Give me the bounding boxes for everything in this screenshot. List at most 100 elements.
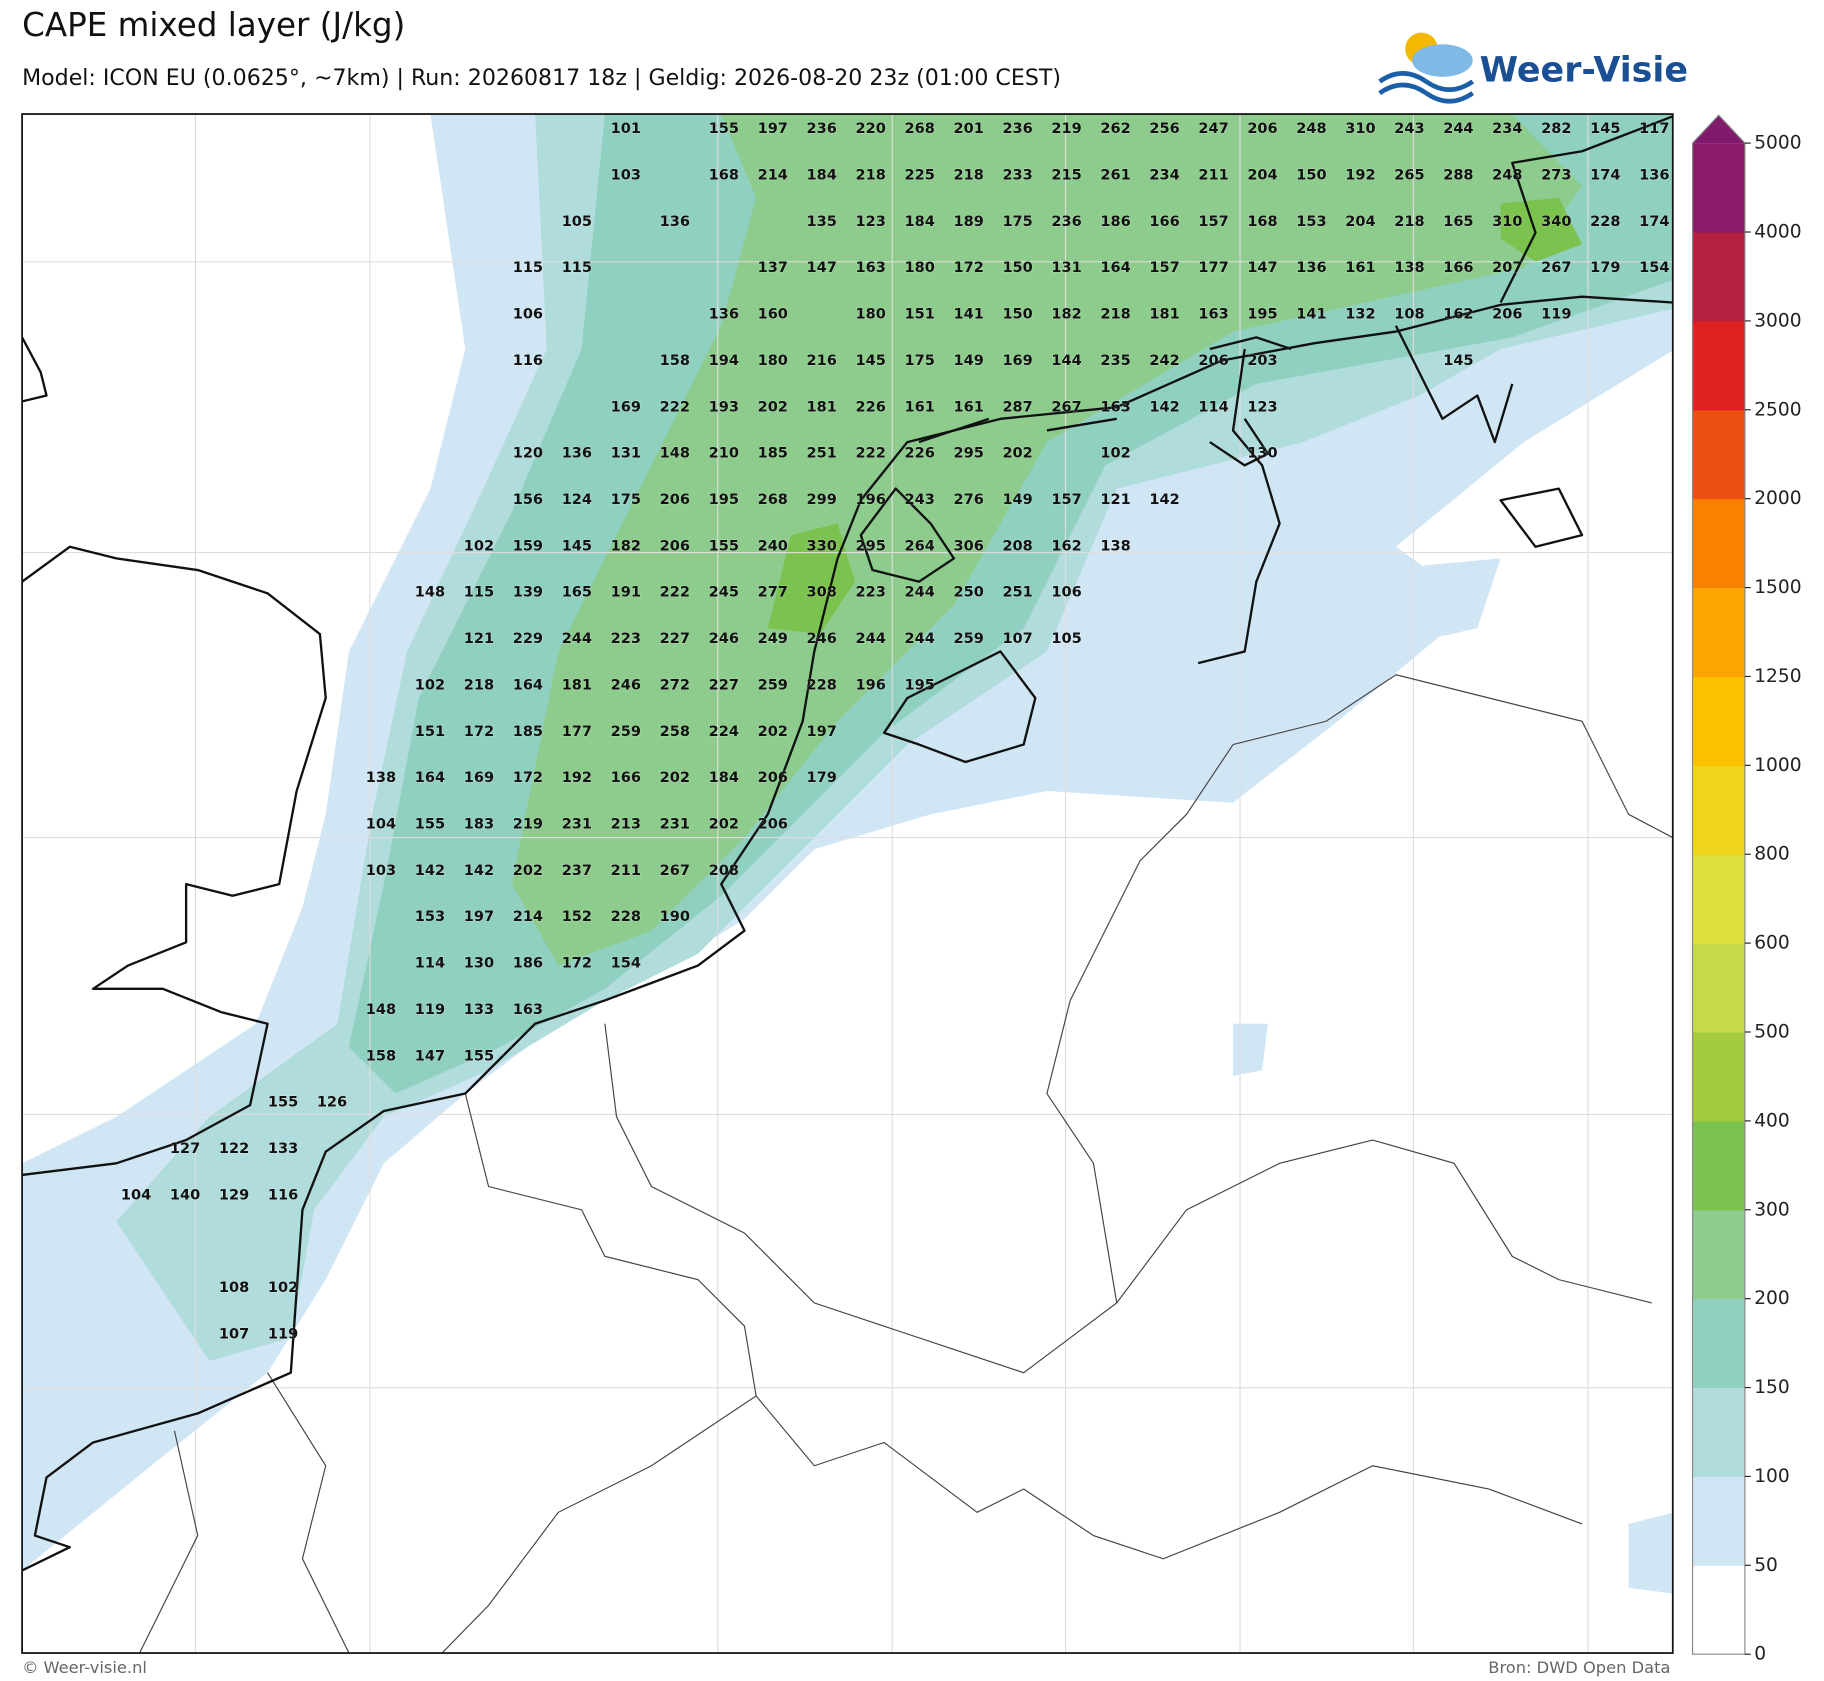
cape-value: 179 — [807, 770, 837, 786]
colorbar: 0 50 100 150 200 300 400 500 600 800 1000 1250 1500 2… — [1691, 114, 1802, 1665]
cape-value: 135 — [807, 214, 837, 230]
cape-value: 223 — [856, 585, 886, 601]
cape-value: 224 — [709, 724, 739, 740]
cape-value: 235 — [1100, 353, 1130, 369]
cape-value: 105 — [562, 214, 592, 230]
cape-value: 195 — [709, 492, 739, 508]
cape-value: 229 — [513, 631, 543, 647]
colorbar-band — [1692, 854, 1745, 944]
cape-value: 155 — [709, 538, 739, 554]
cape-value: 154 — [611, 956, 641, 972]
cape-value: 216 — [807, 353, 837, 369]
cape-value: 119 — [1541, 307, 1571, 323]
cape-value: 208 — [709, 863, 739, 879]
cape-value: 202 — [513, 863, 543, 879]
cape-value: 169 — [611, 399, 641, 415]
cape-value: 295 — [953, 446, 983, 462]
cape-value: 234 — [1492, 121, 1522, 137]
cape-value: 142 — [1149, 399, 1179, 415]
colorbar-tick-label: 4000 — [1754, 222, 1801, 243]
cape-value: 195 — [905, 677, 935, 693]
cape-value: 166 — [611, 770, 641, 786]
colorbar-tick-label: 300 — [1754, 1199, 1790, 1220]
cape-value: 163 — [513, 1002, 543, 1018]
border — [604, 744, 1234, 1374]
coastline — [22, 545, 327, 1177]
cape-value: 218 — [856, 168, 886, 184]
cape-value: 116 — [268, 1187, 298, 1203]
cape-value: 277 — [758, 585, 788, 601]
colorbar-tick-label: 400 — [1754, 1110, 1790, 1131]
cape-value: 204 — [1247, 168, 1277, 184]
cape-value: 248 — [1296, 121, 1326, 137]
cape-value: 141 — [953, 307, 983, 323]
cape-value: 147 — [415, 1048, 445, 1064]
cape-value: 166 — [1443, 260, 1473, 276]
cape-value: 185 — [513, 724, 543, 740]
cape-value: 214 — [513, 909, 543, 925]
colorbar-band — [1692, 1476, 1745, 1566]
cape-value: 157 — [1198, 214, 1228, 230]
cape-value: 299 — [807, 492, 837, 508]
cape-value: 237 — [562, 863, 592, 879]
coastlines — [22, 115, 1673, 1572]
colorbar-tick-label: 1250 — [1754, 666, 1801, 687]
cape-value: 136 — [1296, 260, 1326, 276]
cape-value: 268 — [758, 492, 788, 508]
cape-value: 162 — [1443, 307, 1473, 323]
cape-value: 106 — [513, 307, 543, 323]
cape-value: 107 — [219, 1326, 249, 1342]
colorbar-band — [1692, 1387, 1745, 1478]
cape-value: 177 — [1198, 260, 1228, 276]
cape-value: 184 — [709, 770, 739, 786]
cape-value: 181 — [1149, 307, 1179, 323]
colorbar-band — [1692, 1298, 1745, 1389]
colorbar-tick-label: 200 — [1754, 1288, 1790, 1309]
cape-value: 248 — [1492, 168, 1522, 184]
cape-value: 168 — [1247, 214, 1277, 230]
cape-value: 172 — [562, 956, 592, 972]
cape-value: 157 — [1149, 260, 1179, 276]
colorbar-tick-label: 50 — [1754, 1555, 1778, 1576]
footer-credit: © Weer-visie.nl — [22, 1658, 147, 1677]
cape-value: 251 — [1002, 585, 1032, 601]
cape-value: 108 — [219, 1280, 249, 1296]
cape-value: 102 — [1100, 446, 1130, 462]
coastline — [882, 650, 1037, 764]
cape-value: 251 — [807, 446, 837, 462]
cape-value: 156 — [513, 492, 543, 508]
cape-value: 138 — [366, 770, 396, 786]
footer-source: Bron: DWD Open Data — [1488, 1658, 1670, 1677]
cape-value: 203 — [1247, 353, 1277, 369]
cape-value: 101 — [611, 121, 641, 137]
cape-value: 340 — [1541, 214, 1571, 230]
cape-value: 196 — [856, 677, 886, 693]
map-area: 101 155 197 236 220 268 201 236 219 262 256 247 206 2… — [22, 114, 1673, 1654]
cape-value: 108 — [1394, 307, 1424, 323]
cape-value: 121 — [464, 631, 494, 647]
cape-value: 145 — [562, 538, 592, 554]
cape-value: 117 — [1639, 121, 1669, 137]
cape-value: 142 — [464, 863, 494, 879]
cape-value: 133 — [268, 1141, 298, 1157]
cape-value: 218 — [1394, 214, 1424, 230]
cape-value: 225 — [905, 168, 935, 184]
cape-value: 183 — [464, 817, 494, 833]
cape-value: 219 — [513, 817, 543, 833]
borders — [139, 674, 1673, 1654]
cape-value: 189 — [953, 214, 983, 230]
colorbar-band — [1692, 1209, 1745, 1300]
cape-value: 330 — [807, 538, 837, 554]
cape-value: 206 — [758, 770, 788, 786]
cape-value: 138 — [1100, 538, 1130, 554]
colorbar-tick-label: 600 — [1754, 933, 1790, 954]
cape-value: 245 — [709, 585, 739, 601]
colorbar-tick-label: 1500 — [1754, 577, 1801, 598]
cape-value: 164 — [415, 770, 445, 786]
cape-value: 114 — [415, 956, 445, 972]
cape-value: 215 — [1051, 168, 1081, 184]
coastline — [22, 336, 48, 403]
cape-value: 159 — [513, 538, 543, 554]
cape-value: 218 — [953, 168, 983, 184]
cape-value: 163 — [1100, 399, 1130, 415]
